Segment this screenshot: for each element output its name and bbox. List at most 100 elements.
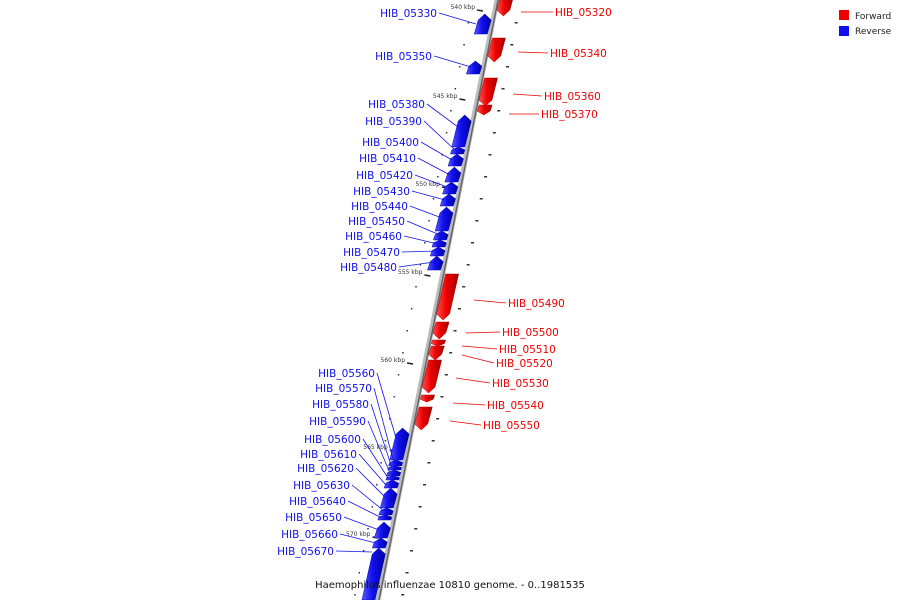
gene-feature-hib-05450[interactable] [433,230,449,241]
gene-label[interactable]: HIB_05630 [293,480,350,492]
gene-label[interactable]: HIB_05340 [550,48,607,60]
gene-label[interactable]: HIB_05470 [343,247,400,259]
gene-leader-line [461,345,498,350]
gene-label[interactable]: HIB_05660 [281,529,338,541]
gene-leader-line [335,550,373,553]
minor-tick [444,374,448,376]
gene-label[interactable]: HIB_05670 [277,546,334,558]
gene-feature-hib-05650[interactable] [373,521,391,539]
gene-label[interactable]: HIB_05440 [351,201,408,213]
gene-feature-hib-05400[interactable] [447,153,464,167]
gene-label[interactable]: HIB_05430 [353,186,410,198]
minor-tick [402,352,404,354]
minor-tick [389,418,391,420]
gene-leader-line [461,354,495,364]
gene-label[interactable]: HIB_05320 [555,7,612,19]
genome-caption: Haemophilus influenzae 10810 genome. - 0… [315,580,585,591]
gene-leader-line [473,299,507,304]
gene-labels: HIB_05320 HIB_05330 HIB_05340 HIB_05350 HIB_… [277,7,612,558]
gene-label[interactable]: HIB_05410 [359,153,416,165]
gene-feature-hib-05410[interactable] [444,166,462,183]
gene-label[interactable]: HIB_05420 [356,170,413,182]
scale-label: 560 kbp [381,357,406,364]
scale-label: 570 kbp [346,531,371,538]
scale-label: 555 kbp [398,269,423,276]
minor-tick [492,132,496,134]
gene-leader-line [347,500,383,519]
gene-leader-line [370,403,393,469]
gene-leader-line [517,51,549,54]
gene-feature-hib-05480[interactable] [427,255,444,271]
gene-feature-hib-05350[interactable] [465,60,483,75]
gene-label[interactable]: HIB_05380 [368,99,425,111]
gene-feature-hib-05580[interactable] [387,465,402,471]
gene-label[interactable]: HIB_05560 [318,368,375,380]
gene-feature-hib-05540[interactable] [419,394,435,403]
gene-label[interactable]: HIB_05610 [300,449,357,461]
gene-feature-hib-05520[interactable] [428,345,445,361]
minor-tick [384,440,387,442]
gene-feature-hib-05610[interactable] [383,479,400,489]
gene-label[interactable]: HIB_05500 [502,327,559,339]
minor-tick [475,220,479,222]
gene-feature-hib-05550[interactable] [414,406,433,431]
gene-leader-line [411,190,446,201]
gene-label[interactable]: HIB_05450 [348,216,405,228]
gene-feature-hib-05500[interactable] [432,321,450,340]
gene-label[interactable]: HIB_05620 [297,463,354,475]
minor-tick [466,264,470,266]
gene-label[interactable]: HIB_05330 [380,8,437,20]
gene-feature-hib-05320[interactable] [496,0,514,17]
minor-tick [501,88,505,90]
gene-feature-hib-05420[interactable] [442,181,459,195]
gene-label[interactable]: HIB_05370 [541,109,598,121]
minor-tick [440,396,444,398]
gene-label[interactable]: HIB_05530 [492,378,549,390]
gene-label[interactable]: HIB_05650 [285,512,342,524]
minor-tick [354,594,356,596]
gene-label[interactable]: HIB_05590 [309,416,366,428]
minor-tick [428,220,430,222]
minor-tick [409,550,413,552]
gene-label[interactable]: HIB_05490 [508,298,565,310]
scale-tick [406,362,414,365]
gene-feature-hib-05370[interactable] [476,104,493,116]
gene-label[interactable]: HIB_05480 [340,262,397,274]
gene-label[interactable]: HIB_05550 [483,420,540,432]
minor-tick [358,572,361,574]
gene-label[interactable]: HIB_05350 [375,51,432,63]
gene-label[interactable]: HIB_05580 [312,399,369,411]
gene-feature-hib-05510[interactable] [431,339,446,347]
minor-tick [371,506,374,508]
gene-label[interactable]: HIB_05520 [496,358,553,370]
gene-label[interactable]: HIB_05600 [304,434,361,446]
minor-tick [484,176,488,178]
gene-label[interactable]: HIB_05510 [499,344,556,356]
gene-feature-hib-05640[interactable] [377,514,393,521]
minor-tick [462,286,466,288]
scale-label: 565 kbp [363,444,388,451]
gene-label[interactable]: HIB_05640 [289,496,346,508]
gene-feature-hib-05490[interactable] [436,273,459,321]
gene-label[interactable]: HIB_05400 [362,137,419,149]
gene-label[interactable]: HIB_05460 [345,231,402,243]
gene-feature-hib-05670[interactable] [361,547,386,600]
gene-label[interactable]: HIB_05360 [544,91,601,103]
gene-label[interactable]: HIB_05570 [315,383,372,395]
minor-tick [419,264,422,266]
minor-tick [514,22,518,24]
gene-feature-hib-05360[interactable] [478,77,498,107]
gene-feature-hib-05430[interactable] [439,193,456,207]
gene-label[interactable]: HIB_05540 [487,400,544,412]
gene-feature-hib-05530[interactable] [421,359,442,394]
gene-leader-line [423,120,456,151]
scale-tick [476,9,484,12]
gene-label[interactable]: HIB_05390 [365,116,422,128]
gene-feature-hib-05330[interactable] [473,13,492,35]
minor-tick [488,154,492,156]
legend-forward-swatch [839,10,849,20]
gene-leader-line [355,467,387,499]
scale-label: 545 kbp [433,93,458,100]
gene-feature-hib-05340[interactable] [487,37,506,63]
